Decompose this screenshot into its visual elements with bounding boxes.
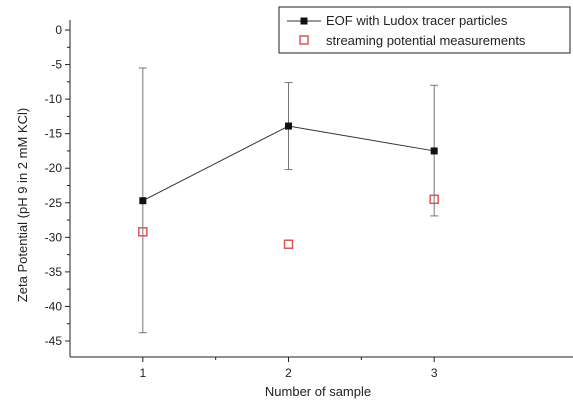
legend-label-streaming: streaming potential measurements [326,33,526,48]
y-axis-title: Zeta Potential (pH 9 in 2 mM KCl) [15,108,30,302]
y-tick-label: -5 [51,58,62,72]
legend-marker-eof [300,17,308,25]
y-tick-label: -30 [45,230,63,244]
data-point-eof [285,122,293,130]
ticks: 0 -5 -10 -15 -20 -25 -30 -35 -40 -45 1 2 3 [45,23,438,380]
x-tick-label: 2 [285,366,292,380]
y-tick-label: -10 [45,92,63,106]
x-tick-label: 3 [431,366,438,380]
legend: EOF with Ludox tracer particles streaming… [278,6,571,54]
y-tick-label: -20 [45,161,63,175]
x-axis-title: Number of sample [265,384,371,399]
y-tick-label: -40 [45,299,63,313]
legend-label-eof: EOF with Ludox tracer particles [326,13,508,28]
data-point-streaming [429,194,439,205]
x-tick-label: 1 [139,366,146,380]
series [138,67,439,334]
legend-box [278,6,571,54]
data-point-streaming [138,227,148,237]
data-point-eof [139,197,147,205]
y-tick-label: -45 [45,334,63,348]
axes [69,20,573,358]
data-point-streaming [283,239,294,249]
legend-marker-streaming [299,35,309,45]
y-tick-label: -25 [45,196,63,210]
y-tick-label: -15 [45,127,63,141]
data-point-eof [430,147,438,155]
y-tick-label: -35 [45,265,63,279]
y-tick-label: 0 [55,23,62,37]
